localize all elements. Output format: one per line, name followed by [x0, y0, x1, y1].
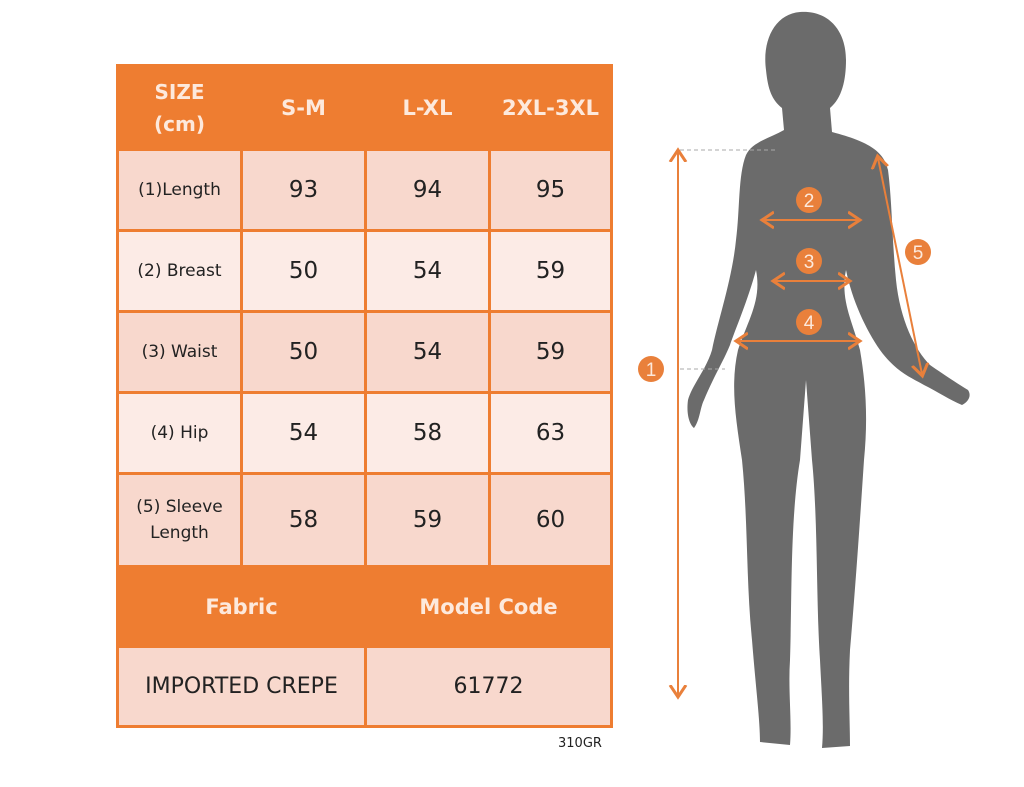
table-row: (3) Waist 50 54 59 — [116, 310, 613, 394]
table-row: (2) Breast 50 54 59 — [116, 229, 613, 313]
cell-value: 60 — [488, 472, 613, 568]
marker-3: 3 — [796, 248, 822, 274]
table-row: (1)Length 93 94 95 — [116, 148, 613, 232]
model-code-value: 61772 — [364, 645, 613, 728]
cell-value: 93 — [240, 148, 367, 232]
table-row: (4) Hip 54 58 63 — [116, 391, 613, 475]
marker-2: 2 — [796, 187, 822, 213]
row-label: (4) Hip — [116, 391, 243, 475]
silhouette — [687, 11, 970, 748]
sleeve-arrow — [878, 158, 922, 374]
cell-value: 94 — [364, 148, 491, 232]
model-code-header: Model Code — [364, 565, 613, 648]
fabric-value: IMPORTED CREPE — [116, 645, 367, 728]
size-column-l-xl: L-XL — [364, 64, 491, 151]
table-row: (5) Sleeve Length 58 59 60 — [116, 472, 613, 568]
cell-value: 50 — [240, 229, 367, 313]
cell-value: 63 — [488, 391, 613, 475]
row-label: (5) Sleeve Length — [116, 472, 243, 568]
svg-text:2: 2 — [804, 191, 815, 212]
cell-value: 59 — [364, 472, 491, 568]
row-label: (2) Breast — [116, 229, 243, 313]
cell-value: 95 — [488, 148, 613, 232]
size-header-label: SIZE — [154, 79, 205, 104]
svg-text:3: 3 — [804, 252, 815, 273]
svg-text:1: 1 — [646, 360, 657, 381]
header-row: SIZE (cm) S-M L-XL 2XL-3XL — [116, 64, 613, 151]
cell-value: 59 — [488, 310, 613, 394]
info-header-row: Fabric Model Code — [116, 565, 613, 648]
info-row: IMPORTED CREPE 61772 — [116, 645, 613, 728]
size-chart-table: SIZE (cm) S-M L-XL 2XL-3XL (1)Length 93 9… — [116, 64, 613, 728]
product-code: 310GR — [558, 736, 602, 751]
row-label: (1)Length — [116, 148, 243, 232]
cell-value: 54 — [364, 229, 491, 313]
marker-1: 1 — [638, 356, 664, 382]
marker-4: 4 — [796, 309, 822, 335]
cell-value: 58 — [240, 472, 367, 568]
size-column-2xl-3xl: 2XL-3XL — [488, 64, 613, 151]
svg-text:5: 5 — [913, 243, 924, 264]
marker-5: 5 — [905, 239, 931, 265]
row-label-line: (5) Sleeve — [136, 497, 223, 517]
cell-value: 59 — [488, 229, 613, 313]
row-label-line: Length — [150, 523, 209, 543]
cell-value: 58 — [364, 391, 491, 475]
cell-value: 54 — [364, 310, 491, 394]
cell-value: 54 — [240, 391, 367, 475]
fabric-header: Fabric — [116, 565, 367, 648]
size-column-s-m: S-M — [240, 64, 367, 151]
cell-value: 50 — [240, 310, 367, 394]
size-header: SIZE (cm) — [116, 64, 243, 151]
row-label: (3) Waist — [116, 310, 243, 394]
svg-text:4: 4 — [804, 313, 815, 334]
unit-label: (cm) — [154, 111, 205, 136]
